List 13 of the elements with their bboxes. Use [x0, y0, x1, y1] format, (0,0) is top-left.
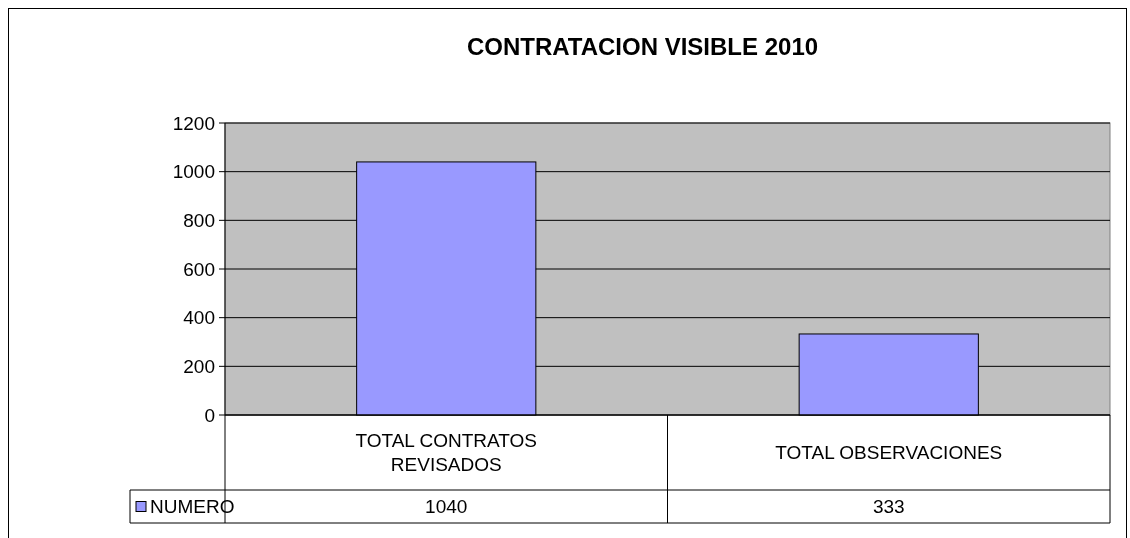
y-tick-label: 400 [183, 307, 215, 329]
chart-title: CONTRATACION VISIBLE 2010 [466, 33, 819, 60]
y-tick-label: 1000 [172, 161, 215, 183]
y-tick-label: 0 [204, 404, 215, 426]
y-tick-label: 200 [183, 355, 215, 377]
y-tick-label: 1200 [172, 112, 215, 134]
legend-label: NUMERO [150, 496, 235, 518]
x-tick-label: TOTAL OBSERVACIONES [775, 442, 1003, 464]
data-label: 1040 [425, 496, 468, 518]
y-tick-label: 800 [183, 209, 215, 231]
data-label: 333 [872, 496, 905, 518]
y-tick-label: 600 [183, 258, 215, 280]
x-tick-label: TOTAL CONTRATOS REVISADOS [355, 430, 538, 476]
